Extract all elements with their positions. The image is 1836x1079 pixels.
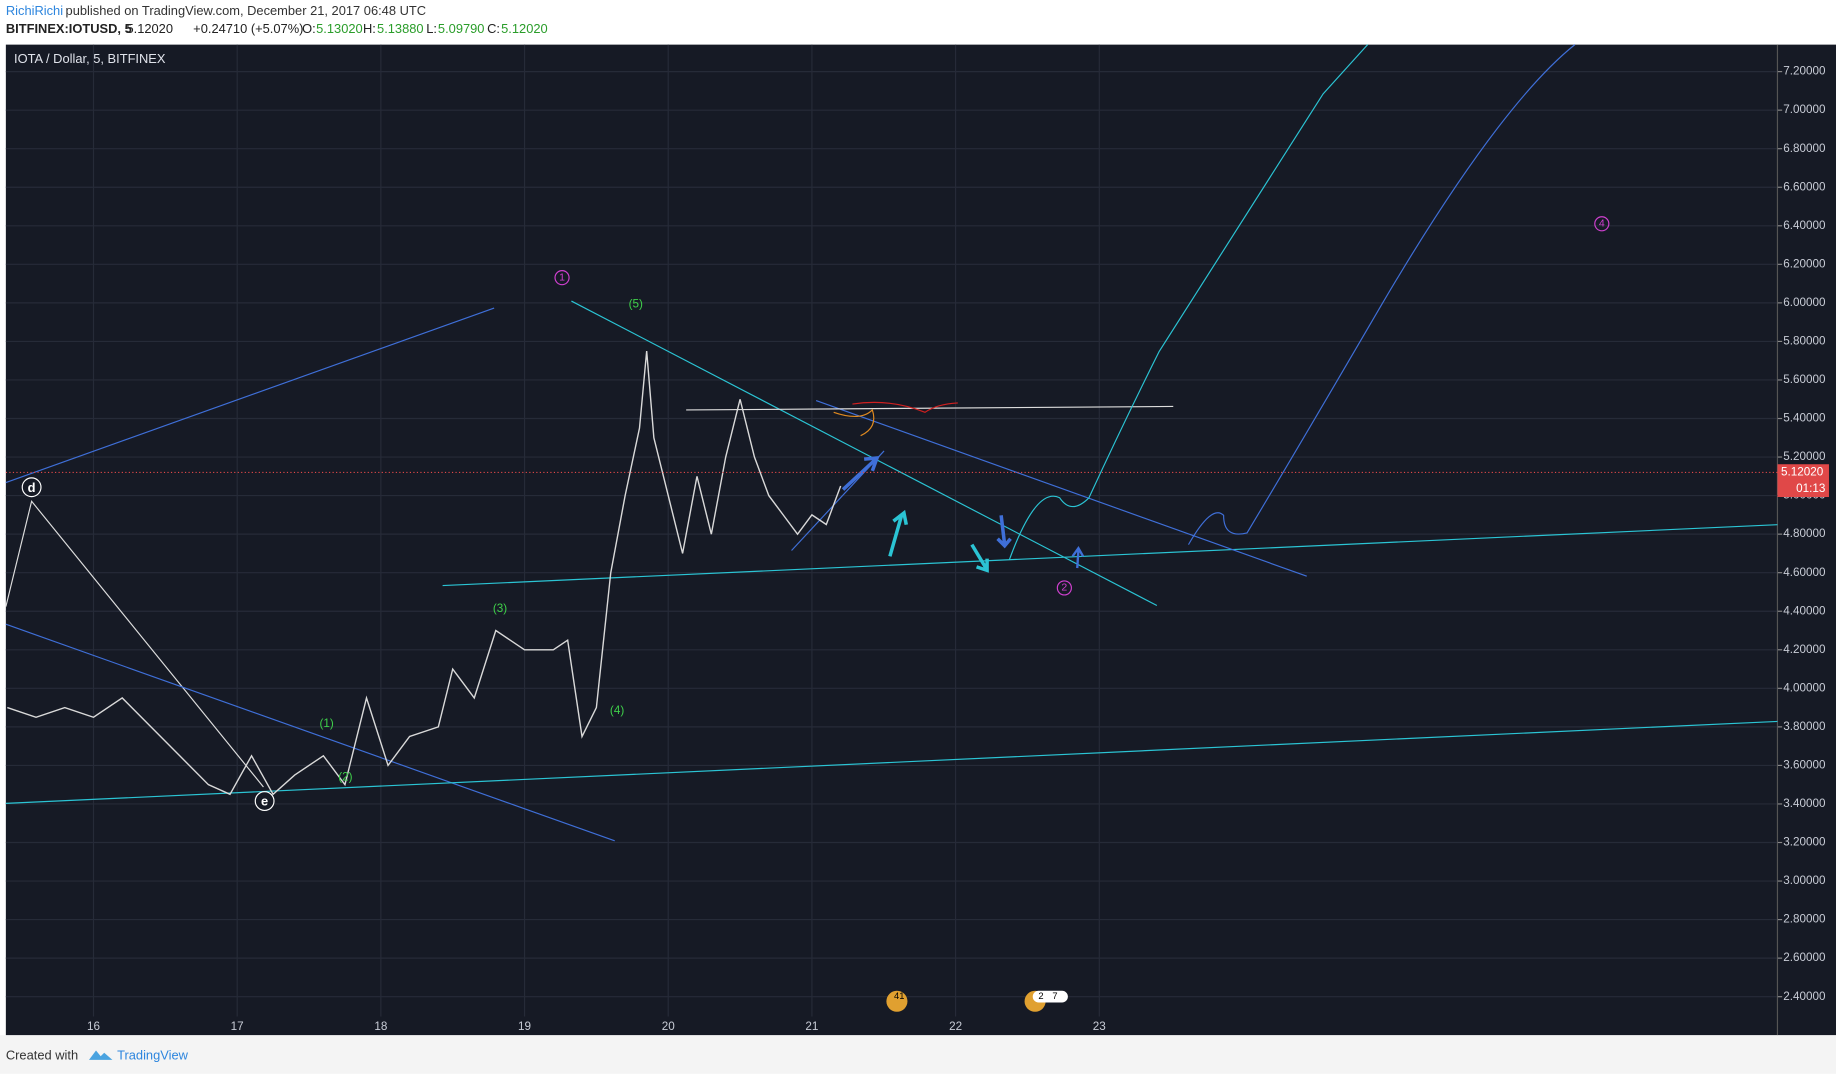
resistance-line	[686, 405, 1174, 411]
x-tick-label: 19	[518, 1020, 531, 1033]
y-tick-label: 3.60000	[1783, 759, 1826, 772]
y-tick-label: 4.40000	[1783, 604, 1826, 617]
trend-line	[5, 500, 264, 788]
symbol: BITFINEX:IOTUSD, 5	[6, 21, 132, 36]
trend-line	[5, 720, 1778, 804]
y-tick-label: 3.20000	[1783, 836, 1826, 849]
x-tick-label: 17	[231, 1020, 244, 1033]
event-count: 7	[1052, 991, 1057, 1001]
wave-label: (3)	[493, 602, 507, 615]
l: 5.09790	[438, 21, 485, 36]
x-tick-label: 20	[662, 1020, 676, 1033]
arrow	[996, 515, 1012, 549]
arrow	[1071, 545, 1085, 569]
drawings	[5, 44, 1778, 842]
y-tick-label: 5.40000	[1783, 412, 1826, 425]
projection	[1008, 44, 1369, 561]
wave-label: (1)	[320, 717, 334, 730]
y-tick-label: 3.80000	[1783, 720, 1826, 733]
trend-line	[5, 307, 495, 484]
y-tick-label: 6.60000	[1783, 180, 1826, 193]
footer-brand[interactable]: TradingView	[117, 1048, 189, 1063]
scribble	[852, 401, 958, 413]
o: 5.13020	[316, 21, 363, 36]
logo	[88, 1050, 113, 1060]
trend-line	[571, 300, 1158, 607]
y-tick-label: 2.80000	[1783, 913, 1826, 926]
y-tick-label: 6.80000	[1783, 142, 1826, 155]
footer-bg	[0, 1035, 1836, 1074]
y-tick-label: 5.80000	[1783, 335, 1826, 348]
x-tick-label: 18	[374, 1020, 387, 1033]
c: 5.12020	[501, 21, 548, 36]
y-tick-label: 5.60000	[1783, 373, 1826, 386]
arrow	[888, 509, 909, 557]
scribble	[833, 408, 875, 437]
marks	[7, 350, 842, 796]
event-badge	[1032, 990, 1068, 1003]
footer-text: Created with	[6, 1048, 78, 1063]
event-count: 41	[894, 991, 904, 1001]
y-tick-label: 2.40000	[1783, 990, 1826, 1003]
y-tick-label: 4.60000	[1783, 566, 1826, 579]
plot-bg	[5, 44, 1836, 1036]
symbol-bar: BITFINEX:IOTUSD, 5 5.12020 +0.24710 (+5.…	[6, 21, 548, 36]
y-tick-label: 7.00000	[1783, 103, 1826, 116]
y-tick-label: 3.40000	[1783, 797, 1826, 810]
arrow	[841, 455, 880, 491]
y-tick-label: 7.20000	[1783, 65, 1826, 78]
published: published on TradingView.com, December 2…	[66, 3, 426, 18]
projection	[1187, 44, 1576, 545]
wave-circle	[1594, 216, 1610, 232]
y-tick-label: 6.20000	[1783, 257, 1826, 270]
trend-line	[442, 524, 1778, 587]
h-label: H:	[363, 21, 376, 36]
wave-circle	[554, 270, 570, 286]
x-tick-label: 22	[949, 1020, 962, 1033]
arrow	[970, 543, 989, 573]
change: +0.24710 (+5.07%)	[193, 21, 303, 36]
wave-label: 1	[559, 271, 565, 283]
h: 5.13880	[377, 21, 424, 36]
y-tick-label: 6.00000	[1783, 296, 1826, 309]
events: 41 2 7	[886, 990, 1068, 1012]
x-tick-label: 16	[87, 1020, 100, 1033]
event-count: 2	[1038, 991, 1043, 1001]
wave-label: 4	[1599, 218, 1605, 230]
y-tick-label: 4.20000	[1783, 643, 1826, 656]
author[interactable]: RichiRichi	[6, 3, 63, 18]
y-tick-label: 4.00000	[1783, 681, 1826, 694]
c-label: C:	[487, 21, 500, 36]
y-tick-label: 2.60000	[1783, 951, 1826, 964]
trend-line	[5, 623, 615, 842]
wave-label: (5)	[629, 298, 643, 311]
wave-circle	[1056, 580, 1072, 596]
wave-label: (4)	[610, 704, 624, 717]
x-tick-label: 21	[805, 1020, 818, 1033]
grid	[5, 44, 1778, 1017]
wave-label: (2)	[338, 771, 352, 784]
wave-circle	[21, 477, 42, 498]
wave-circle	[254, 791, 275, 811]
y-tick-label: 3.00000	[1783, 874, 1826, 887]
wave-label: e	[261, 794, 268, 809]
wave-labels: (1) (2) (3) (4) (5) 1 2 4 d e	[21, 216, 1610, 811]
countdown: 01:13	[1796, 482, 1825, 495]
price-line	[7, 350, 842, 796]
l-label: L:	[426, 21, 437, 36]
wave-label: 2	[1061, 582, 1067, 594]
y-tick-label: 4.80000	[1783, 527, 1826, 540]
last-price-box	[1777, 464, 1829, 498]
chart-title: IOTA / Dollar, 5, BITFINEX	[14, 51, 166, 66]
x-tick-label: 23	[1093, 1020, 1106, 1033]
o-label: O:	[302, 21, 316, 36]
event-icon[interactable]	[886, 990, 908, 1012]
wave-label: d	[28, 480, 36, 495]
last: 5.12020	[126, 21, 173, 36]
y-tick-label: 5.20000	[1783, 450, 1826, 463]
last-price-label: 5.12020	[1781, 466, 1824, 479]
trend-line	[815, 400, 1307, 577]
y-tick-label: 6.40000	[1783, 219, 1826, 232]
